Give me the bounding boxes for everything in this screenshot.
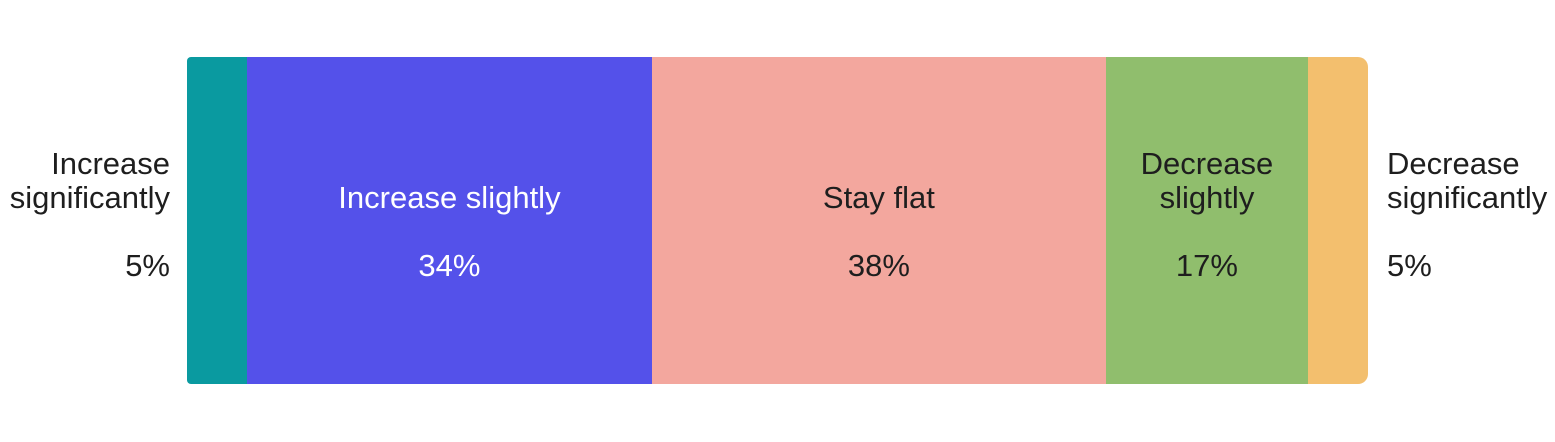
segment-increase-significantly bbox=[187, 57, 247, 384]
outside-label-increase-significantly: Increase significantly 5% bbox=[0, 57, 170, 384]
label-stack: Decrease slightly 17% bbox=[1106, 145, 1309, 283]
label-stack: Increase significantly 5% bbox=[0, 145, 170, 283]
segment-label: Increase significantly bbox=[9, 145, 170, 215]
segment-label: Decrease significantly bbox=[1387, 145, 1548, 215]
segment-increase-slightly: Increase slightly 34% bbox=[246, 57, 653, 384]
segment-label: Increase slightly bbox=[338, 179, 561, 215]
segment-decrease-slightly: Decrease slightly 17% bbox=[1105, 57, 1309, 384]
stacked-bar: Increase slightly 34% Stay flat 38% Decr… bbox=[187, 57, 1368, 384]
segment-percent: 38% bbox=[847, 247, 910, 283]
label-stack: Decrease significantly 5% bbox=[1387, 145, 1555, 283]
outside-label-decrease-significantly: Decrease significantly 5% bbox=[1387, 57, 1555, 384]
segment-stay-flat: Stay flat 38% bbox=[652, 57, 1106, 384]
segment-decrease-significantly bbox=[1308, 57, 1368, 384]
label-stack: Stay flat 38% bbox=[813, 147, 945, 283]
segment-percent: 5% bbox=[1387, 247, 1432, 283]
segment-label: Decrease slightly bbox=[1140, 145, 1274, 215]
segment-label: Stay flat bbox=[822, 179, 935, 215]
segment-percent: 17% bbox=[1175, 247, 1238, 283]
segment-percent: 5% bbox=[125, 247, 170, 283]
label-stack: Increase slightly 34% bbox=[328, 147, 570, 283]
segment-percent: 34% bbox=[418, 247, 481, 283]
